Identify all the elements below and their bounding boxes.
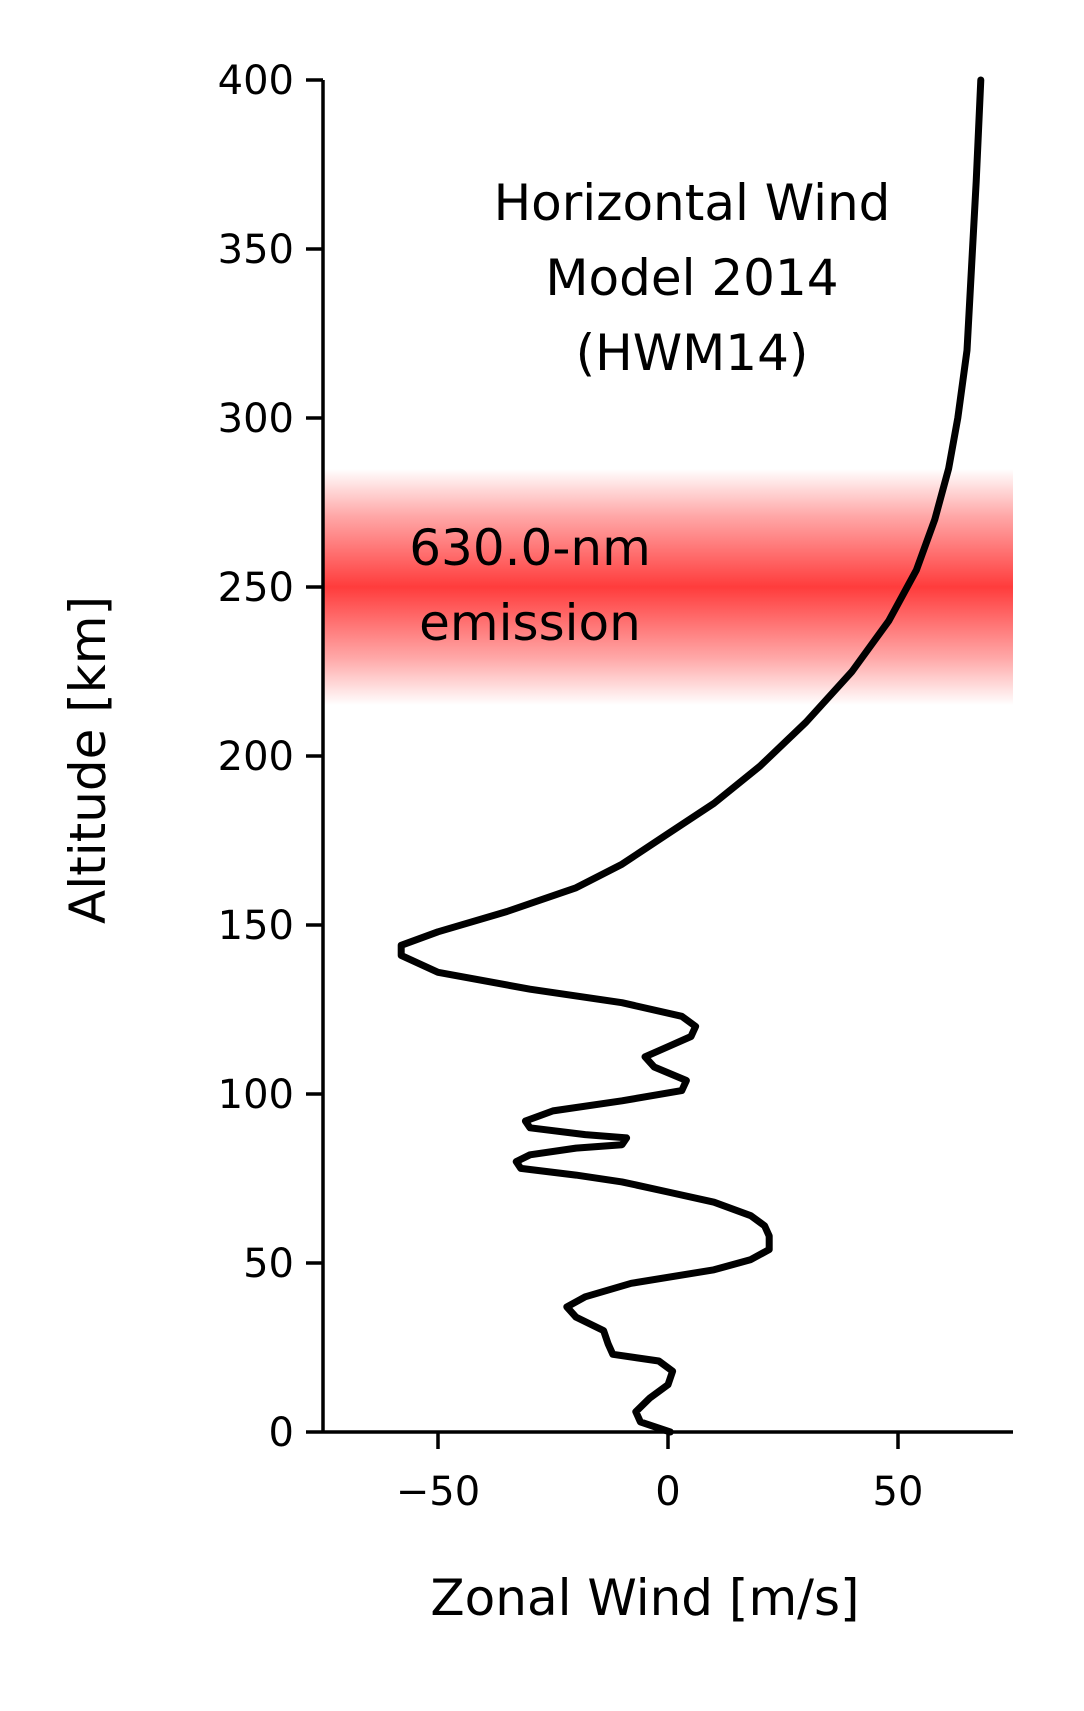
y-tick-label: 200 bbox=[218, 734, 294, 780]
emission-band bbox=[323, 468, 1013, 706]
y-tick-label: 250 bbox=[218, 565, 294, 611]
model-annotation: Horizontal Wind Model 2014 (HWM14) bbox=[494, 174, 891, 382]
annotation-line: Horizontal Wind bbox=[494, 174, 891, 232]
y-tick-label: 50 bbox=[243, 1241, 294, 1287]
y-axis-ticks: 0 50 100 150 200 250 300 350 400 bbox=[218, 58, 323, 1456]
y-tick-label: 0 bbox=[269, 1410, 294, 1456]
x-tick-label: 0 bbox=[655, 1469, 680, 1515]
y-tick-label: 300 bbox=[218, 396, 294, 442]
annotation-line: Model 2014 bbox=[545, 249, 838, 307]
y-tick-label: 150 bbox=[218, 903, 294, 949]
x-axis-title: Zonal Wind [m/s] bbox=[430, 1569, 859, 1627]
y-tick-label: 400 bbox=[218, 58, 294, 104]
annotation-line: emission bbox=[419, 594, 641, 652]
annotation-line: 630.0-nm bbox=[409, 519, 651, 577]
zonal-wind-line bbox=[397, 76, 985, 1436]
y-tick-label: 100 bbox=[218, 1072, 294, 1118]
y-axis-title: Altitude [km] bbox=[59, 596, 117, 924]
emission-annotation: 630.0-nm emission bbox=[409, 519, 651, 652]
annotation-line: (HWM14) bbox=[576, 324, 809, 382]
x-tick-label: −50 bbox=[396, 1469, 480, 1515]
x-axis-ticks: −50 0 50 bbox=[396, 1432, 924, 1515]
x-tick-label: 50 bbox=[873, 1469, 924, 1515]
y-tick-label: 350 bbox=[218, 227, 294, 273]
